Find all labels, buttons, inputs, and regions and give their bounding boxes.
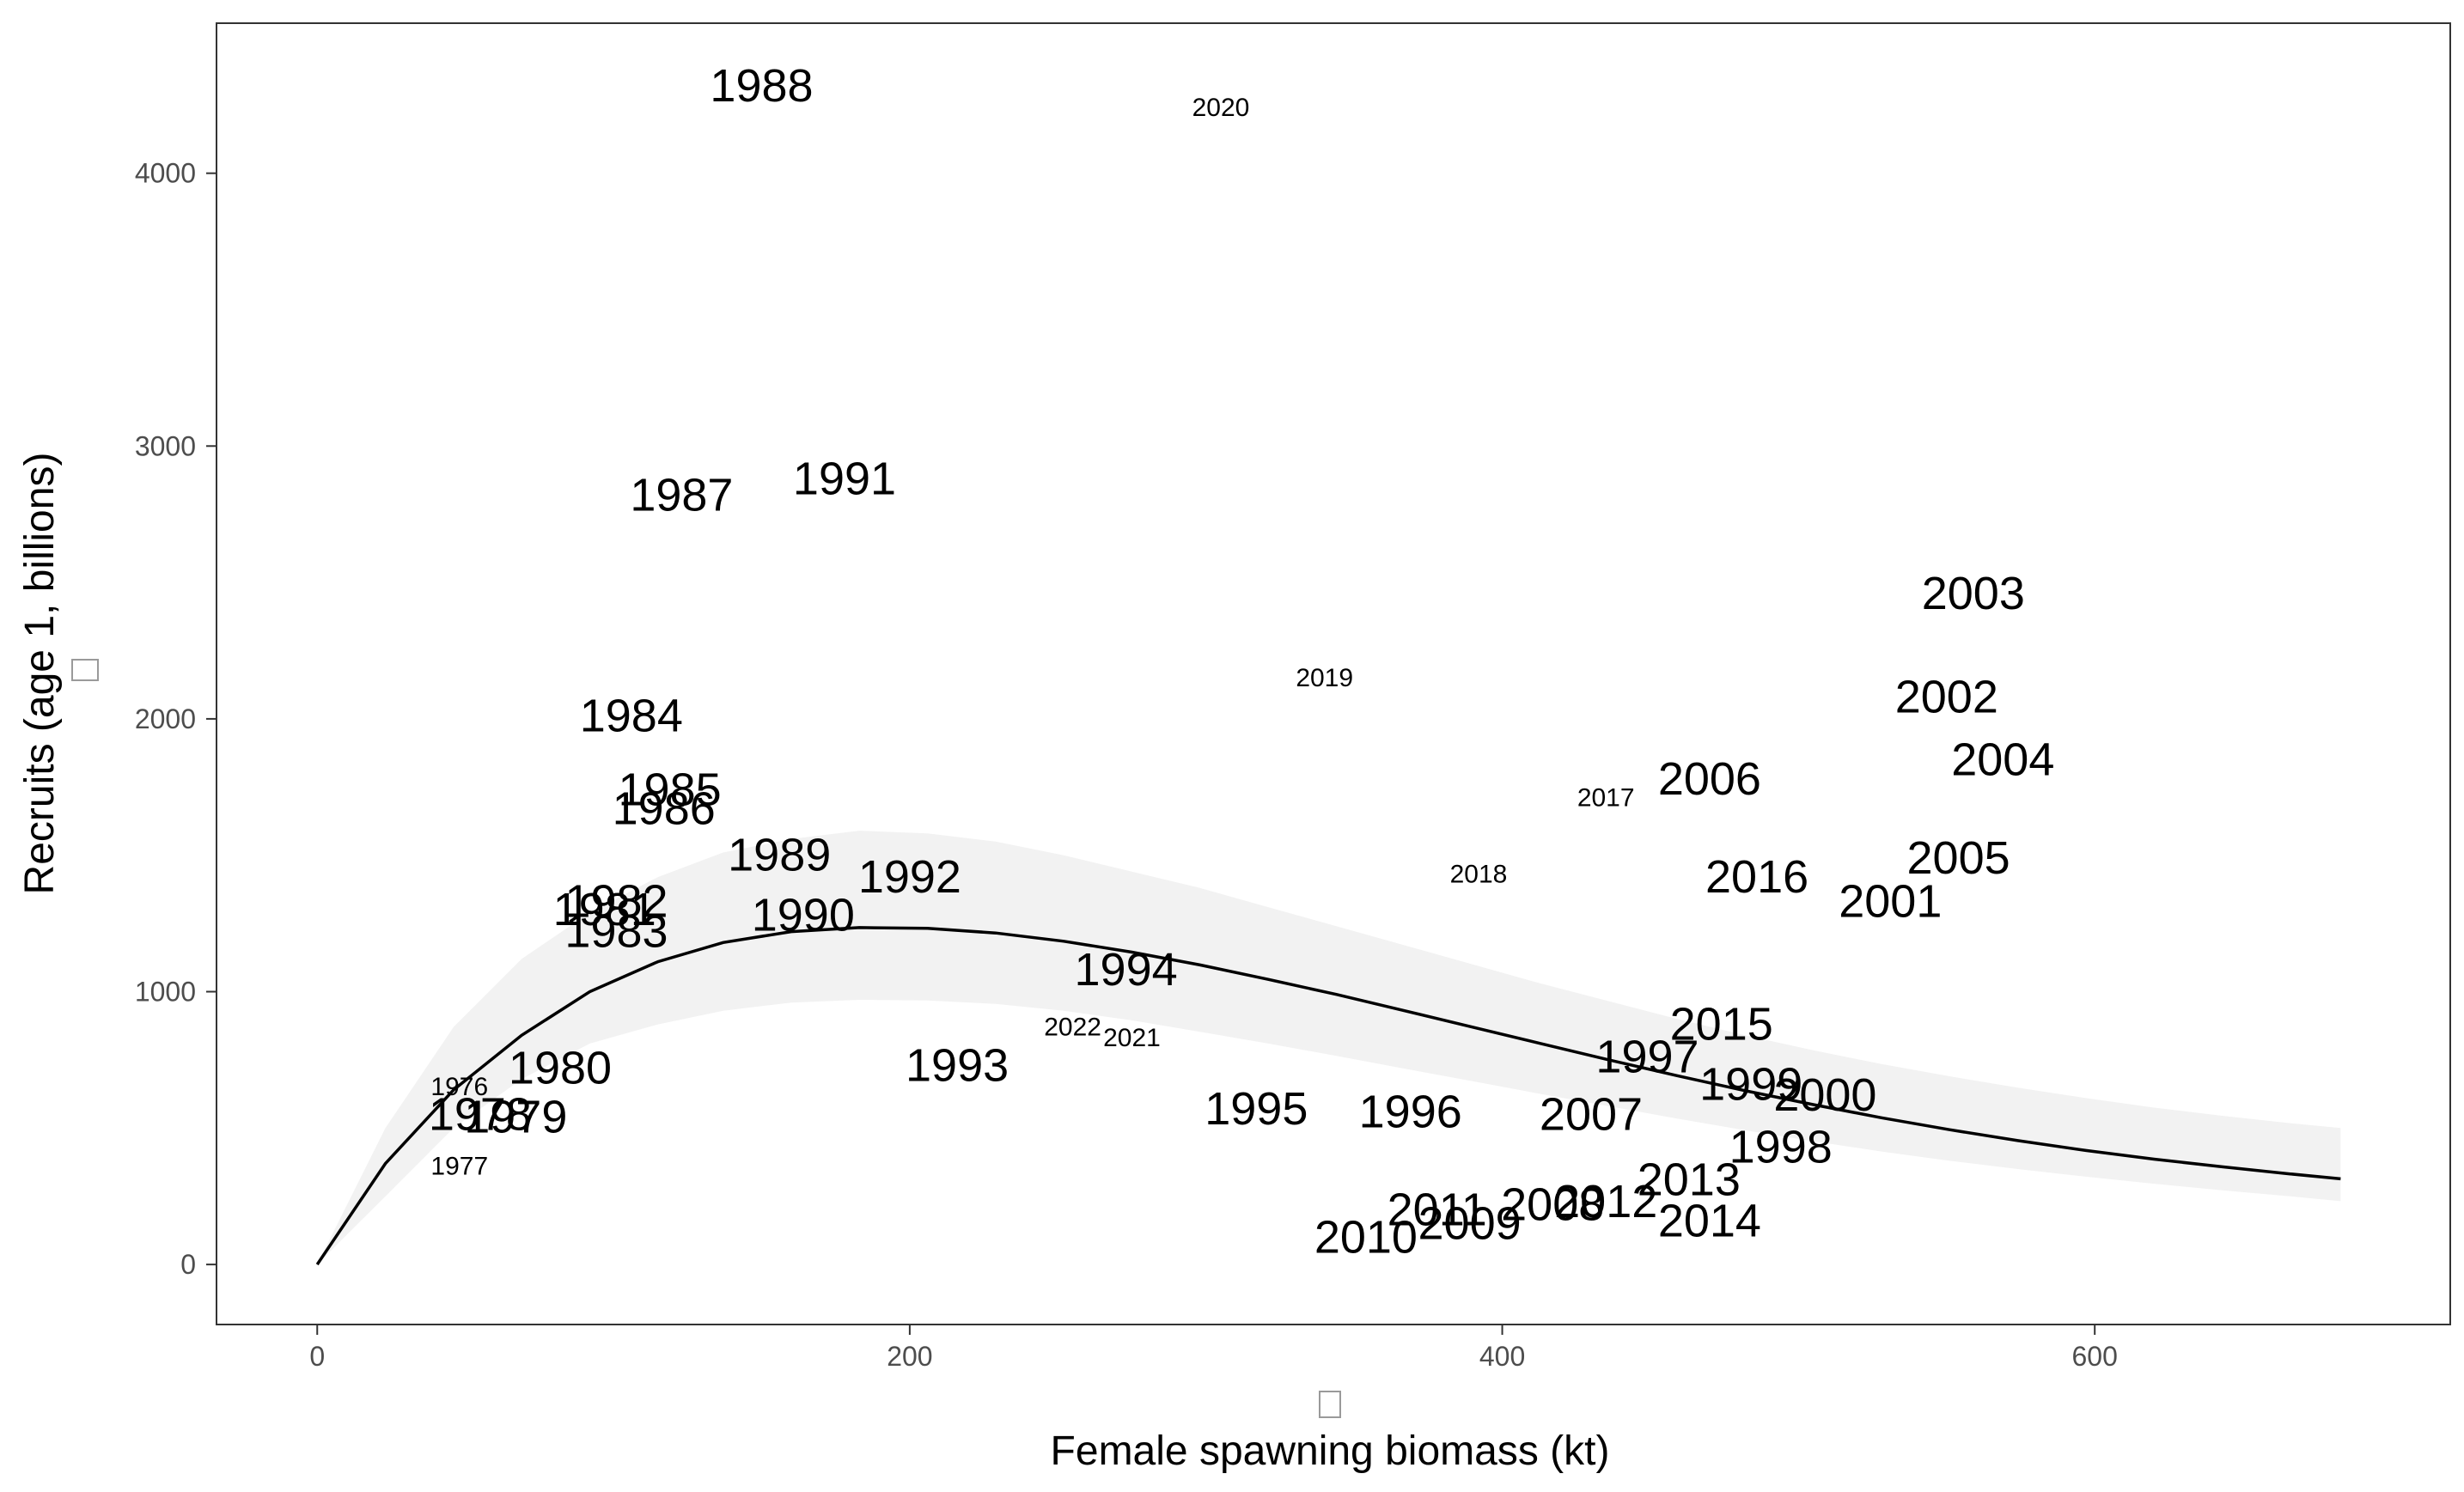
year-point-label: 2015 (1670, 999, 1773, 1050)
year-point-label: 1983 (564, 906, 668, 958)
year-point-label: 2018 (1450, 860, 1508, 888)
year-point-label: 2022 (1044, 1013, 1101, 1041)
year-point-label: 1998 (1729, 1122, 1833, 1173)
y-tick-label: 0 (180, 1249, 196, 1280)
fit-curve (315, 926, 2341, 1266)
year-point-label: 1978 (429, 1088, 532, 1140)
year-point-label: 2008 (1501, 1178, 1604, 1230)
year-point-label: 2021 (1103, 1024, 1161, 1052)
year-point-label: 2014 (1658, 1195, 1761, 1246)
year-point-label: 2003 (1922, 568, 2025, 619)
x-tick-label: 200 (887, 1341, 932, 1372)
missing-glyph-icon (71, 659, 99, 681)
y-tick-label: 3000 (135, 430, 196, 461)
year-point-label: 1999 (1699, 1059, 1802, 1111)
year-point-label: 1985 (619, 764, 722, 816)
year-point-label: 1990 (752, 890, 855, 941)
year-point-label: 2001 (1839, 876, 1942, 928)
year-point-label: 2017 (1577, 784, 1635, 813)
year-point-label: 2000 (1773, 1069, 1876, 1121)
x-tick-label: 600 (2072, 1341, 2118, 1372)
year-point-label: 1979 (464, 1092, 567, 1143)
year-point-label: 1982 (564, 876, 668, 928)
year-point-label: 1976 (430, 1073, 488, 1101)
panel-border (216, 22, 2451, 1325)
axes-layer: 0 200 400 600 0 1000 2000 3000 4000 (135, 158, 2118, 1372)
year-point-label: 1987 (630, 470, 733, 521)
year-point-label: 1996 (1359, 1086, 1462, 1137)
year-point-label: 2011 (1388, 1184, 1487, 1236)
x-axis-title: Female spawning biomass (kt) (1051, 1428, 1610, 1474)
fit-curve-layer (315, 926, 2341, 1266)
year-point-label: 1995 (1205, 1083, 1308, 1135)
year-point-label: 2016 (1705, 851, 1808, 903)
year-point-label: 2010 (1314, 1211, 1418, 1263)
year-point-label: 1988 (710, 60, 813, 112)
x-tick-label: 0 (309, 1341, 325, 1372)
missing-glyph-icon (1319, 1391, 1341, 1418)
year-point-label: 2005 (1907, 832, 2010, 884)
y-tick-label: 4000 (135, 158, 196, 189)
year-point-label: 1992 (858, 851, 961, 903)
y-tick-label: 2000 (135, 703, 196, 734)
year-point-label: 1981 (553, 884, 656, 935)
y-tick-label: 1000 (135, 977, 196, 1008)
confidence-band-layer (317, 831, 2341, 1265)
year-point-label: 2002 (1895, 672, 1998, 723)
year-point-label: 1989 (728, 830, 831, 881)
year-point-label: 2013 (1638, 1154, 1741, 1206)
year-point-label: 1984 (580, 691, 683, 742)
y-axis-title: Recruits (age 1, billions) (17, 453, 63, 895)
year-point-label: 1993 (906, 1039, 1009, 1091)
year-point-label: 2007 (1540, 1088, 1643, 1140)
confidence-band (317, 831, 2341, 1265)
year-point-label: 1997 (1595, 1032, 1699, 1083)
year-point-label: 2006 (1658, 753, 1761, 805)
year-point-label: 2020 (1192, 94, 1250, 122)
x-tick-label: 400 (1479, 1341, 1525, 1372)
year-point-label: 2009 (1418, 1198, 1522, 1250)
year-point-label: 2012 (1554, 1176, 1657, 1227)
year-point-label: 2004 (1951, 734, 2054, 786)
year-point-label: 1986 (613, 783, 716, 835)
year-point-label: 1994 (1075, 944, 1178, 996)
year-point-label: 1980 (509, 1042, 612, 1093)
year-point-label: 1977 (430, 1152, 488, 1180)
year-point-label: 1991 (793, 453, 896, 504)
year-point-label: 2019 (1296, 664, 1353, 692)
